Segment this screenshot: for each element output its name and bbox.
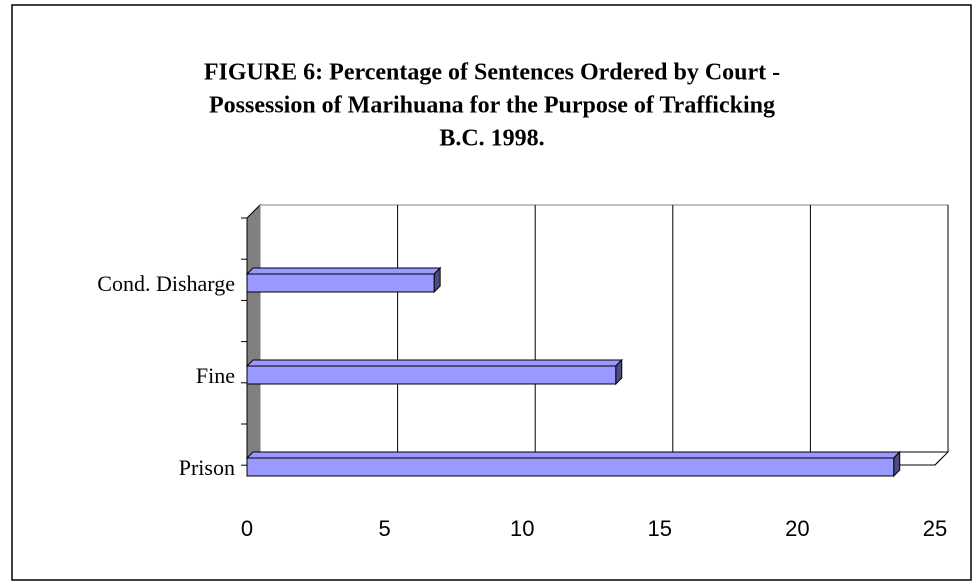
y-tick-label: Fine [196, 363, 235, 388]
x-tick-label: 0 [241, 516, 253, 541]
chart-title: FIGURE 6: Percentage of Sentences Ordere… [204, 60, 780, 86]
x-tick-label: 10 [510, 516, 534, 541]
x-tick-label: 5 [378, 516, 390, 541]
y-tick-label: Cond. Disharge [97, 271, 235, 296]
bar-top [245, 451, 901, 459]
chart-title: B.C. 1998. [439, 126, 544, 152]
x-tick-label: 25 [923, 516, 947, 541]
bar-top [245, 267, 442, 275]
chart-title: Possession of Marihuana for the Purpose … [209, 93, 775, 119]
x-tick-label: 15 [648, 516, 672, 541]
y-tick-label: Prison [179, 455, 235, 480]
bar [246, 365, 617, 385]
bar [246, 273, 435, 293]
bar-top [245, 359, 623, 367]
side-wall [246, 203, 261, 467]
bar [246, 457, 895, 477]
x-tick [934, 456, 944, 466]
back-wall [259, 204, 949, 453]
x-tick-label: 20 [785, 516, 809, 541]
